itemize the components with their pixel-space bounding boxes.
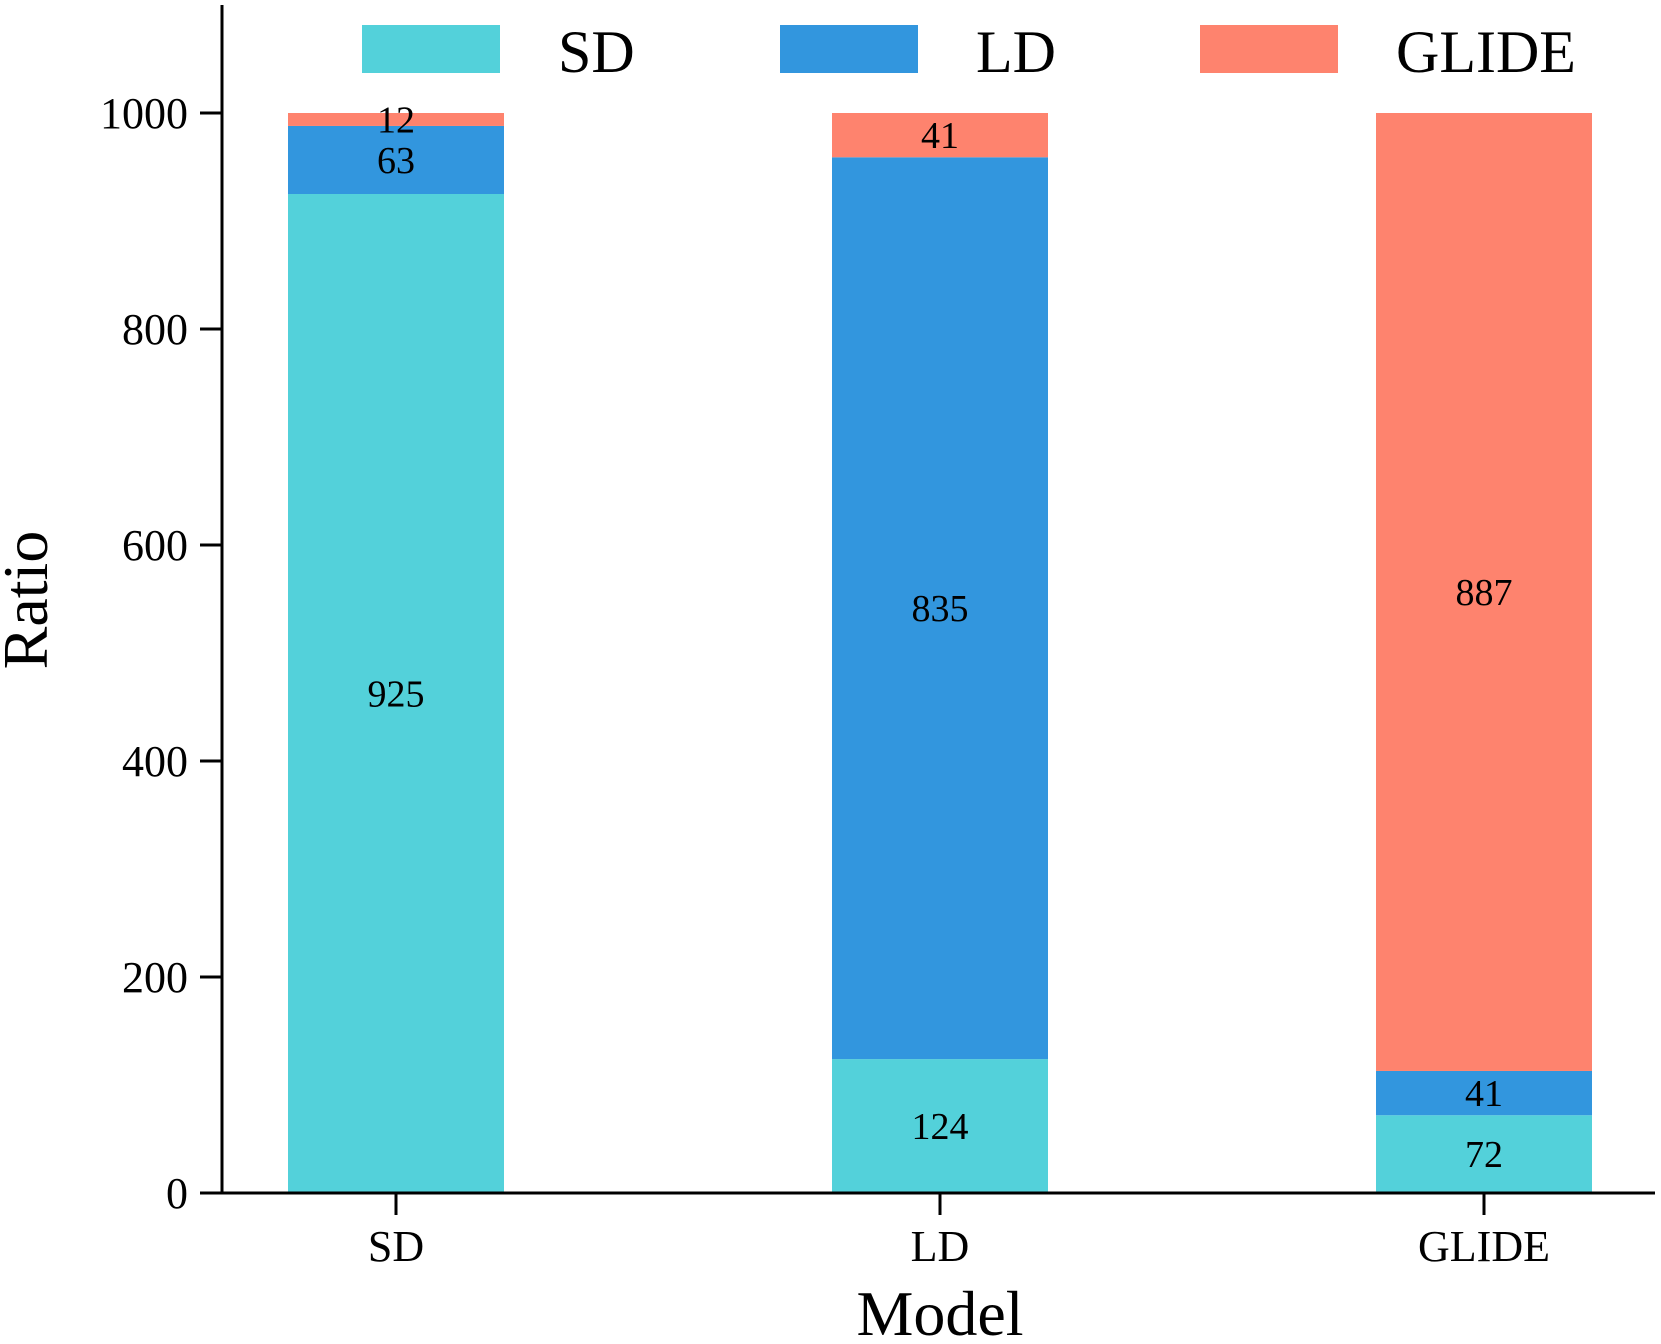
bar-sd-ld <box>288 125 504 194</box>
legend-swatch-sd <box>362 25 500 73</box>
bar-glide-ld <box>1376 1070 1592 1116</box>
x-tick-label-ld: LD <box>911 1222 970 1271</box>
bars <box>288 113 1592 1193</box>
y-tick-label-600: 600 <box>122 521 188 570</box>
bar-ld-ld <box>832 157 1048 1060</box>
y-tick-label-400: 400 <box>122 737 188 786</box>
legend-label-ld: LD <box>976 19 1056 85</box>
y-tick-label-800: 800 <box>122 305 188 354</box>
legend-swatch-glide <box>1200 25 1338 73</box>
data-label-ld-glide: 41 <box>921 115 959 157</box>
y-tick-label-0: 0 <box>166 1169 188 1218</box>
data-label-glide-glide: 887 <box>1456 572 1513 614</box>
data-label-glide-sd: 72 <box>1465 1134 1503 1176</box>
legend-label-glide: GLIDE <box>1396 19 1576 85</box>
data-label-sd-sd: 925 <box>368 674 425 716</box>
data-label-glide-ld: 41 <box>1465 1073 1503 1115</box>
bar-ld-sd <box>832 1059 1048 1193</box>
data-label-sd-ld: 63 <box>377 140 415 182</box>
bar-ld-glide <box>832 113 1048 158</box>
data-label-sd-glide: 12 <box>377 99 415 141</box>
bar-glide-sd <box>1376 1115 1592 1193</box>
bar-glide-glide <box>1376 113 1592 1071</box>
bar-sd-sd <box>288 194 504 1193</box>
legend: SD LD GLIDE <box>362 19 1576 85</box>
x-axis-title: Model <box>856 1278 1023 1344</box>
x-axis-ticks: SD LD GLIDE <box>368 1193 1550 1271</box>
legend-swatch-ld <box>780 25 918 73</box>
y-axis-ticks: 0 200 400 600 800 1000 <box>100 89 222 1218</box>
y-tick-label-200: 200 <box>122 953 188 1002</box>
x-tick-label-glide: GLIDE <box>1418 1222 1550 1271</box>
y-tick-label-1000: 1000 <box>100 89 188 138</box>
x-tick-label-sd: SD <box>368 1222 424 1271</box>
data-label-ld-ld: 835 <box>912 588 969 630</box>
y-axis-title: Ratio <box>0 531 61 670</box>
bar-sd-glide <box>288 113 504 126</box>
data-label-ld-sd: 124 <box>912 1106 969 1148</box>
legend-label-sd: SD <box>558 19 635 85</box>
